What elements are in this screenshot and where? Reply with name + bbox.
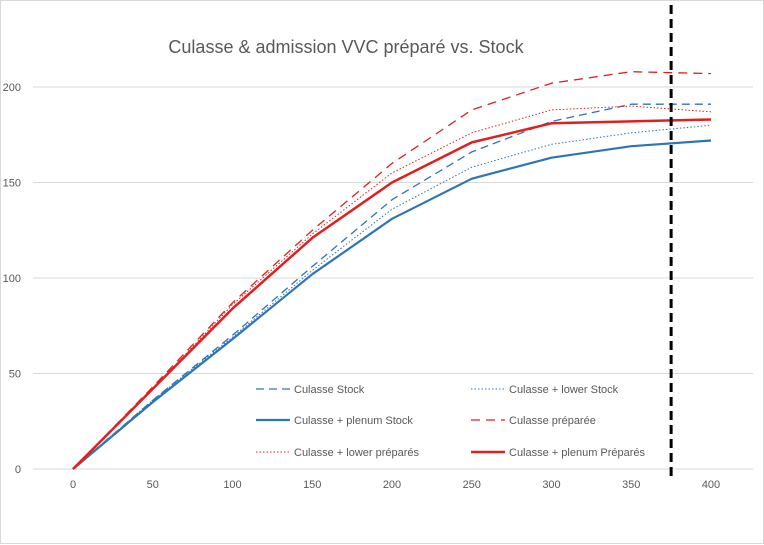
grid-lines: [33, 86, 753, 470]
x-tick-label: 400: [702, 479, 720, 491]
legend-item: Culasse Stock: [256, 384, 365, 396]
legend-label: Culasse Stock: [294, 384, 365, 396]
chart-title: Culasse & admission VVC préparé vs. Stoc…: [168, 37, 524, 57]
x-axis-tick-labels: 0 50 100 150 200 250 300 350 400: [70, 479, 720, 491]
y-tick-label: 0: [15, 464, 21, 476]
x-tick-label: 150: [303, 479, 321, 491]
legend-item: Culasse préparée: [471, 415, 596, 427]
x-tick-label: 100: [223, 479, 241, 491]
series-line-1: [72, 103, 711, 470]
legend-label: Culasse + lower préparés: [294, 447, 420, 459]
y-tick-label: 50: [9, 369, 21, 381]
y-tick-label: 100: [3, 273, 21, 285]
y-tick-label: 150: [3, 178, 21, 190]
legend-item: Culasse + lower Stock: [471, 384, 619, 396]
legend-item: Culasse + lower préparés: [256, 447, 420, 459]
series-line-6: [72, 118, 712, 470]
x-tick-label: 50: [147, 479, 159, 491]
legend-item: Culasse + plenum Stock: [256, 415, 413, 427]
legend-label: Culasse + lower Stock: [509, 384, 619, 396]
series-lines: [72, 71, 712, 470]
x-tick-label: 300: [542, 479, 560, 491]
series-line-2: [72, 124, 712, 470]
x-tick-label: 200: [383, 479, 401, 491]
x-tick-label: 0: [70, 479, 76, 491]
y-axis-tick-labels: 0 50 100 150 200: [3, 82, 21, 476]
legend-label: Culasse + plenum Préparés: [509, 447, 646, 459]
legend-label: Culasse préparée: [509, 415, 596, 427]
legend-label: Culasse + plenum Stock: [294, 415, 413, 427]
legend-item: Culasse + plenum Préparés: [471, 447, 646, 459]
series-line-4: [72, 71, 712, 470]
y-tick-label: 200: [3, 82, 21, 94]
x-tick-label: 350: [622, 479, 640, 491]
legend: Culasse Stock Culasse + lower Stock Culass…: [256, 384, 646, 459]
series-line-3: [72, 139, 712, 470]
x-tick-label: 250: [463, 479, 481, 491]
